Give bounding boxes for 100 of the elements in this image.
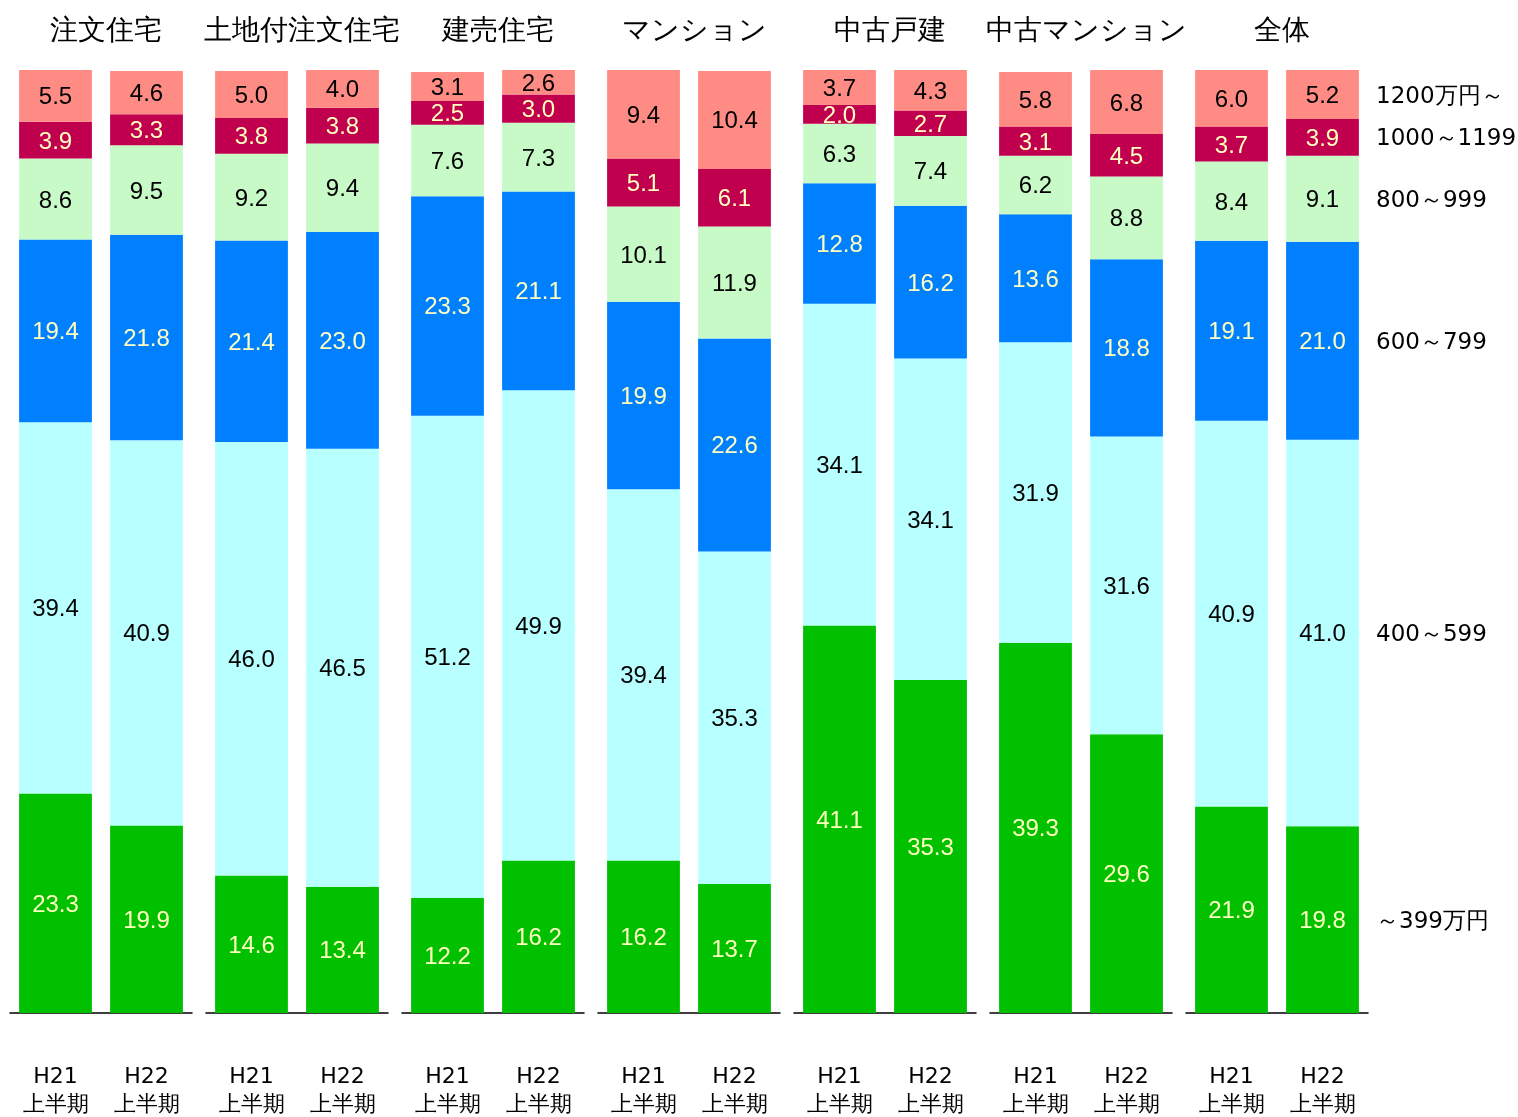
data-label: 5.8 xyxy=(1018,85,1053,113)
data-label: 39.3 xyxy=(1012,814,1059,842)
bar xyxy=(1286,119,1359,156)
bar xyxy=(1286,70,1359,120)
bar xyxy=(607,860,680,1013)
data-label: 16.2 xyxy=(515,923,562,951)
x-tick-label: H21 上半期 xyxy=(1002,1062,1069,1116)
bar xyxy=(698,168,771,227)
bar xyxy=(1286,155,1359,242)
chart-title: 中古戸建 xyxy=(834,12,946,46)
bar xyxy=(215,153,288,241)
chart-title: 中古マンション xyxy=(985,12,1187,46)
data-label: 19.8 xyxy=(1299,906,1346,934)
bar xyxy=(215,875,288,1013)
data-label: 19.9 xyxy=(123,905,170,933)
chart-title: 注文住宅 xyxy=(50,12,162,46)
series-label: 800～999 xyxy=(1376,185,1487,212)
data-label: 3.3 xyxy=(129,116,164,144)
data-label: 19.4 xyxy=(32,317,79,345)
bar xyxy=(803,303,876,626)
bar xyxy=(411,898,484,1013)
data-label: 23.3 xyxy=(32,889,79,917)
data-label: 39.4 xyxy=(620,661,667,689)
bar xyxy=(110,70,183,115)
bar xyxy=(110,440,183,826)
data-label: 29.6 xyxy=(1103,860,1150,888)
data-label: 34.1 xyxy=(907,505,954,533)
bar xyxy=(110,234,183,441)
data-label: 9.2 xyxy=(234,183,269,211)
bar xyxy=(803,625,876,1013)
bar xyxy=(1090,134,1163,177)
bar xyxy=(698,551,771,884)
data-label: 4.3 xyxy=(913,76,948,104)
bar xyxy=(1195,70,1268,127)
bar xyxy=(894,680,967,1013)
data-label: 3.7 xyxy=(822,73,857,101)
bar xyxy=(607,70,680,159)
bar xyxy=(698,70,771,169)
x-tick-label: H21 上半期 xyxy=(218,1062,285,1116)
series-label: 400～599 xyxy=(1376,619,1487,646)
bar xyxy=(215,70,288,119)
bar xyxy=(19,239,92,423)
data-label: 35.3 xyxy=(907,833,954,861)
bar xyxy=(19,422,92,794)
data-label: 19.1 xyxy=(1208,317,1255,345)
bar xyxy=(607,158,680,207)
data-label: 49.9 xyxy=(515,611,562,639)
data-label: 40.9 xyxy=(1208,600,1255,628)
bar xyxy=(999,342,1072,643)
data-label: 21.4 xyxy=(228,327,275,355)
data-label: 10.4 xyxy=(711,106,758,134)
bar xyxy=(19,121,92,159)
data-label: 34.1 xyxy=(816,451,863,479)
data-label: 13.6 xyxy=(1012,264,1059,292)
bar xyxy=(607,206,680,302)
data-label: 4.5 xyxy=(1109,141,1144,169)
bar xyxy=(306,232,379,449)
data-label: 11.9 xyxy=(712,268,757,296)
bar xyxy=(19,793,92,1013)
bar xyxy=(1286,241,1359,440)
bar xyxy=(607,489,680,861)
data-label: 4.6 xyxy=(129,79,164,107)
bar xyxy=(999,214,1072,343)
bar xyxy=(1195,161,1268,241)
bar xyxy=(698,883,771,1013)
bar xyxy=(894,136,967,206)
bar xyxy=(894,70,967,111)
bar xyxy=(19,158,92,240)
data-label: 21.0 xyxy=(1299,327,1346,355)
x-tick-label: H21 上半期 xyxy=(806,1062,873,1116)
data-label: 13.7 xyxy=(711,934,758,962)
data-label: 6.0 xyxy=(1214,84,1249,112)
data-label: 23.0 xyxy=(319,326,366,354)
bar xyxy=(1195,420,1268,807)
data-label: 2.6 xyxy=(521,68,556,96)
data-label: 9.1 xyxy=(1305,185,1340,213)
chart-title: マンション xyxy=(621,12,767,46)
data-label: 16.2 xyxy=(620,923,667,951)
data-label: 3.8 xyxy=(325,112,360,140)
data-label: 3.7 xyxy=(1214,130,1249,158)
bar xyxy=(110,145,183,235)
bar xyxy=(999,126,1072,156)
x-tick-label: H21 上半期 xyxy=(22,1062,89,1116)
bar xyxy=(1286,826,1359,1013)
data-label: 3.8 xyxy=(234,122,269,150)
bar xyxy=(306,70,379,108)
bar xyxy=(502,860,575,1013)
series-label: 600～799 xyxy=(1376,327,1487,354)
data-label: 23.3 xyxy=(424,292,471,320)
data-label: 41.1 xyxy=(816,805,863,833)
bar xyxy=(894,358,967,681)
data-label: 13.4 xyxy=(319,936,366,964)
x-tick-label: H22 上半期 xyxy=(505,1062,572,1116)
data-label: 9.4 xyxy=(325,174,360,202)
chart-title: 建売住宅 xyxy=(441,12,554,46)
data-label: 35.3 xyxy=(711,704,758,732)
bar xyxy=(698,338,771,552)
x-tick-label: H22 上半期 xyxy=(1093,1062,1160,1116)
data-label: 51.2 xyxy=(424,643,471,671)
bar xyxy=(1090,259,1163,437)
